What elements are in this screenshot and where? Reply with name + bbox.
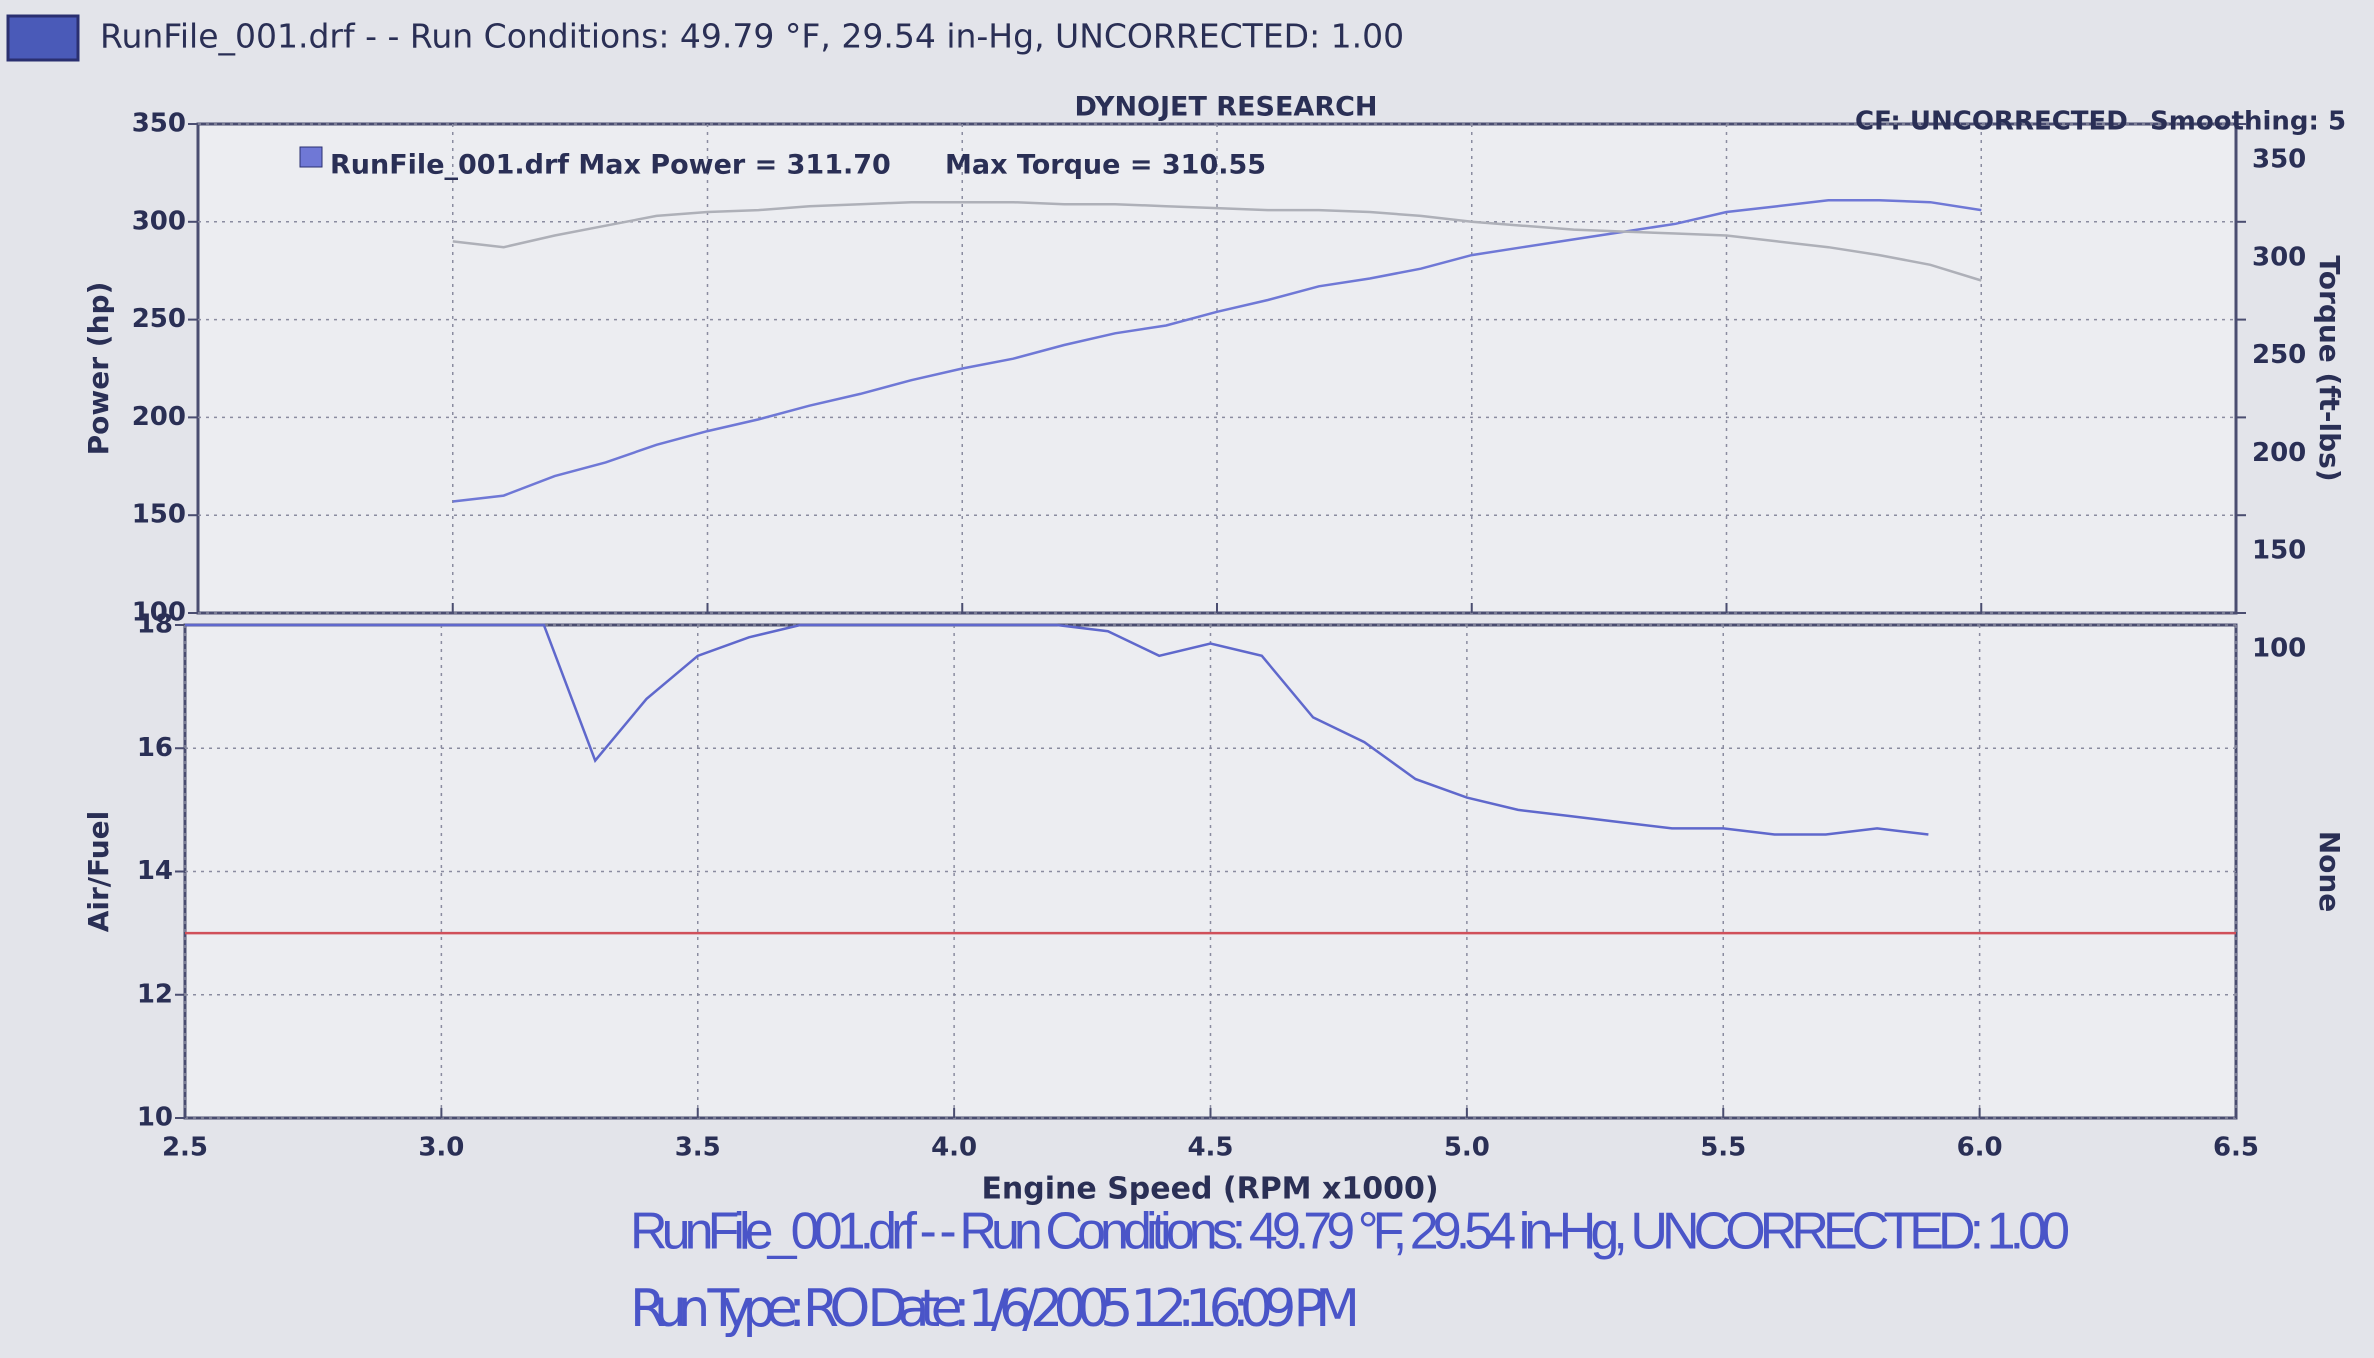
legend-text: RunFile_001.drf Max Power = 311.70 xyxy=(330,150,891,181)
annotation: Smoothing: 5 xyxy=(2150,107,2346,137)
footer-line: Run Type: RO Date: 1/6/2005 12:16:09 PM xyxy=(630,1279,1360,1339)
y2-tick-label: 300 xyxy=(2252,242,2306,272)
header-text: RunFile_001.drf - - Run Conditions: 49.7… xyxy=(100,17,1404,56)
run-swatch xyxy=(6,14,80,62)
y2-tick-label: 150 xyxy=(2252,536,2306,566)
y2-tick-label: 250 xyxy=(2252,340,2306,370)
y-axis-label: Air/Fuel xyxy=(82,811,115,933)
legend-text: Max Torque = 310.55 xyxy=(945,150,1266,181)
y2-tick-label: 350 xyxy=(2252,145,2306,175)
x-tick-label: 5.5 xyxy=(1700,1133,1746,1163)
y-tick-label: 12 xyxy=(137,979,173,1009)
y-tick-label: 16 xyxy=(137,733,173,763)
chart-title: DYNOJET RESEARCH xyxy=(1074,92,1377,123)
x-tick-label: 5.0 xyxy=(1444,1133,1490,1163)
y-tick-label: 200 xyxy=(132,402,186,432)
annotation: CF: UNCORRECTED xyxy=(1855,107,2128,137)
x-tick-label: 2.5 xyxy=(162,1133,208,1163)
y2-axis-label: Torque (ft-lbs) xyxy=(2313,255,2346,481)
y-tick-label: 10 xyxy=(137,1103,173,1133)
y-tick-label: 150 xyxy=(132,500,186,530)
y-tick-label: 100 xyxy=(132,598,186,628)
y2-axis-label: None xyxy=(2313,831,2346,913)
x-tick-label: 4.0 xyxy=(931,1133,977,1163)
x-tick-label: 3.5 xyxy=(675,1133,721,1163)
x-axis-label: Engine Speed (RPM x1000) xyxy=(981,1172,1438,1207)
y-tick-label: 300 xyxy=(132,206,186,236)
footer-line: RunFile_001.drf - - Run Conditions: 49.7… xyxy=(630,1203,2070,1261)
y-tick-label: 350 xyxy=(132,109,186,139)
series-line xyxy=(185,623,1929,836)
legend-swatch xyxy=(299,146,323,168)
x-tick-label: 4.5 xyxy=(1187,1133,1233,1163)
y-tick-label: 14 xyxy=(137,856,173,886)
y-tick-label: 18 xyxy=(137,610,173,640)
y-tick-label: 250 xyxy=(132,304,186,334)
series-line xyxy=(452,200,1982,282)
series-line xyxy=(452,199,1982,503)
y2-tick-label: 100 xyxy=(2252,634,2306,664)
y-axis-label: Power (hp) xyxy=(82,282,115,456)
x-tick-label: 3.0 xyxy=(418,1133,464,1163)
y2-tick-label: 200 xyxy=(2252,438,2306,468)
x-tick-label: 6.5 xyxy=(2213,1133,2259,1163)
x-tick-label: 6.0 xyxy=(1957,1133,2003,1163)
